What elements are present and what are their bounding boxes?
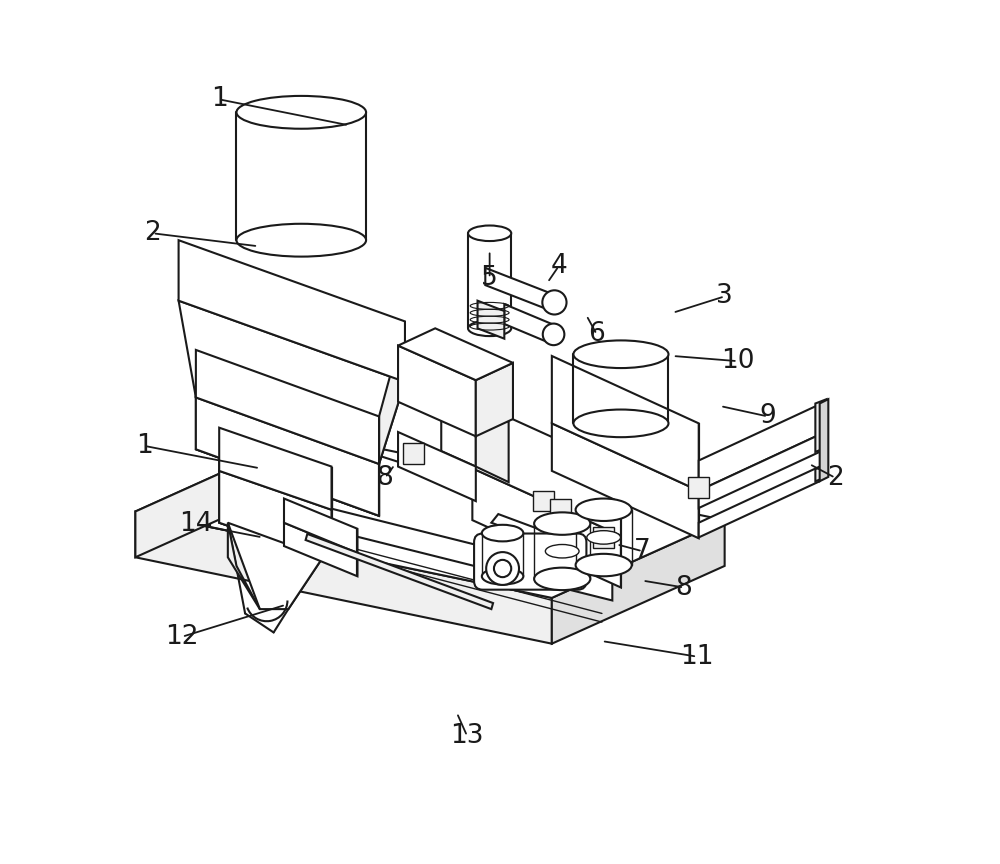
Polygon shape [476, 406, 509, 482]
Ellipse shape [534, 512, 590, 535]
Polygon shape [219, 428, 332, 510]
Polygon shape [219, 428, 332, 510]
Polygon shape [688, 477, 709, 498]
Polygon shape [398, 346, 476, 436]
Text: 14: 14 [179, 511, 213, 537]
Text: 1: 1 [211, 86, 228, 112]
Polygon shape [196, 397, 379, 516]
Ellipse shape [236, 96, 366, 129]
Polygon shape [398, 328, 513, 380]
Text: 1: 1 [136, 433, 152, 459]
Text: 6: 6 [588, 321, 605, 347]
Text: 7: 7 [634, 538, 651, 564]
Ellipse shape [543, 324, 564, 346]
Polygon shape [820, 399, 828, 481]
Polygon shape [472, 468, 621, 588]
Polygon shape [284, 497, 612, 600]
Ellipse shape [587, 530, 621, 544]
Ellipse shape [573, 410, 668, 437]
Ellipse shape [545, 544, 579, 558]
Polygon shape [306, 534, 493, 609]
Ellipse shape [236, 224, 366, 257]
Polygon shape [196, 397, 379, 516]
Ellipse shape [542, 290, 567, 314]
Polygon shape [552, 520, 725, 644]
Polygon shape [441, 391, 509, 422]
Polygon shape [699, 467, 820, 537]
Polygon shape [179, 301, 405, 464]
Polygon shape [485, 268, 552, 311]
Polygon shape [593, 527, 614, 548]
Polygon shape [135, 434, 308, 557]
Polygon shape [815, 465, 827, 481]
Ellipse shape [576, 499, 632, 521]
Polygon shape [533, 491, 554, 511]
Polygon shape [504, 304, 552, 344]
Polygon shape [398, 432, 476, 501]
Polygon shape [196, 350, 379, 464]
Text: 9: 9 [759, 403, 776, 429]
Polygon shape [550, 499, 571, 520]
Text: 13: 13 [450, 723, 484, 749]
Text: 8: 8 [377, 465, 393, 491]
Ellipse shape [482, 568, 523, 585]
Text: 3: 3 [716, 283, 733, 309]
Text: 10: 10 [721, 348, 754, 374]
Ellipse shape [573, 340, 668, 368]
Ellipse shape [486, 552, 519, 585]
Ellipse shape [468, 321, 511, 336]
Ellipse shape [494, 560, 511, 577]
Ellipse shape [534, 568, 590, 590]
Polygon shape [478, 301, 504, 339]
Polygon shape [284, 523, 357, 576]
Text: 4: 4 [550, 253, 567, 279]
Polygon shape [228, 523, 260, 609]
Polygon shape [699, 404, 820, 491]
Text: 2: 2 [827, 465, 844, 491]
Text: 2: 2 [144, 220, 161, 246]
Ellipse shape [468, 226, 511, 241]
Polygon shape [179, 240, 405, 382]
Polygon shape [135, 434, 725, 598]
Polygon shape [219, 471, 332, 562]
Text: 8: 8 [676, 575, 692, 600]
Polygon shape [379, 321, 405, 464]
Polygon shape [491, 514, 552, 543]
Text: 11: 11 [680, 644, 714, 670]
Polygon shape [196, 350, 379, 464]
Polygon shape [699, 435, 820, 508]
Text: 12: 12 [165, 624, 199, 650]
Polygon shape [476, 363, 513, 436]
Ellipse shape [576, 554, 632, 576]
Polygon shape [135, 511, 552, 644]
Polygon shape [228, 523, 323, 609]
Polygon shape [219, 471, 332, 562]
Polygon shape [441, 391, 476, 467]
Polygon shape [472, 401, 621, 536]
Polygon shape [403, 443, 424, 464]
FancyBboxPatch shape [474, 534, 586, 590]
Text: 5: 5 [481, 265, 498, 291]
Polygon shape [284, 499, 357, 553]
Polygon shape [552, 423, 699, 538]
Ellipse shape [482, 524, 523, 542]
Polygon shape [552, 356, 699, 491]
Polygon shape [815, 399, 827, 452]
